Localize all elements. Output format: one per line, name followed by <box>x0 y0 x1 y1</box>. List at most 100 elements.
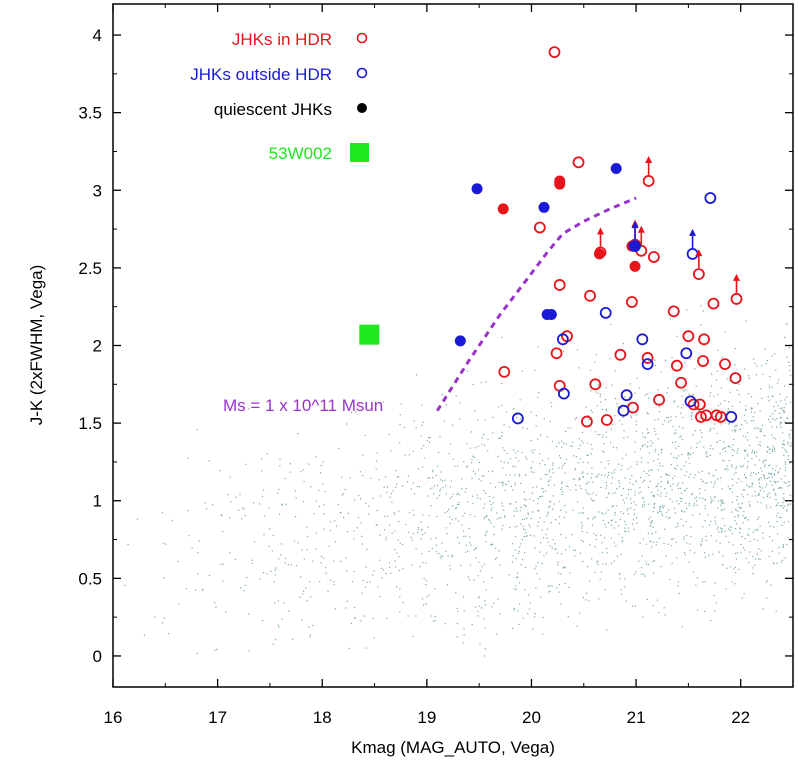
background-point <box>440 557 442 559</box>
background-point <box>756 553 758 555</box>
background-point <box>449 443 452 445</box>
background-point <box>690 494 692 496</box>
background-point <box>735 429 737 432</box>
background-point <box>406 481 409 483</box>
background-point <box>690 535 692 538</box>
background-point <box>469 514 471 516</box>
background-point <box>657 389 659 391</box>
x-tick-label: 20 <box>522 708 541 727</box>
background-point <box>503 509 505 511</box>
background-point <box>678 455 680 457</box>
background-point <box>579 478 581 480</box>
background-point <box>432 469 434 471</box>
background-point <box>483 517 485 520</box>
background-point <box>630 415 632 417</box>
background-point <box>679 487 681 489</box>
background-point <box>647 432 649 434</box>
background-point <box>769 497 771 499</box>
background-point <box>579 458 581 460</box>
background-point <box>253 502 255 504</box>
data-points <box>359 46 743 428</box>
open-point <box>682 330 695 343</box>
background-point <box>606 629 608 631</box>
background-point <box>650 445 652 447</box>
background-point <box>321 555 323 558</box>
background-point <box>728 401 730 403</box>
background-point <box>782 447 784 449</box>
background-point <box>548 591 550 593</box>
background-point <box>610 442 612 444</box>
background-point <box>589 580 591 582</box>
background-point <box>358 495 360 497</box>
background-point <box>778 516 780 518</box>
background-point <box>780 400 782 402</box>
background-point <box>760 429 762 431</box>
background-point <box>595 494 597 496</box>
background-point <box>463 535 465 537</box>
background-point <box>653 506 655 508</box>
background-point <box>751 486 753 488</box>
background-point <box>785 396 788 398</box>
background-point <box>277 600 279 602</box>
background-point <box>669 485 672 487</box>
background-point <box>663 607 665 609</box>
background-point <box>527 594 530 596</box>
background-point <box>741 493 743 496</box>
filled-point <box>554 178 566 190</box>
background-point <box>782 543 785 546</box>
background-point <box>730 527 732 529</box>
background-point <box>440 471 442 473</box>
background-point <box>520 564 522 566</box>
legend-label-quiescent: quiescent JHKs <box>214 100 332 119</box>
background-point <box>485 589 487 591</box>
background-point <box>735 508 737 510</box>
background-point <box>745 557 747 559</box>
background-point <box>402 544 404 546</box>
background-point <box>656 485 658 487</box>
open-point <box>498 365 511 378</box>
background-point <box>612 446 614 448</box>
background-point <box>502 484 504 486</box>
background-point <box>625 497 627 499</box>
background-point <box>520 507 522 509</box>
background-point <box>561 493 563 496</box>
background-point <box>717 507 719 509</box>
open-point <box>617 404 630 417</box>
background-point <box>764 435 766 437</box>
background-point <box>734 583 736 585</box>
background-point <box>525 505 527 507</box>
background-point <box>625 523 627 525</box>
y-tick-label: 1.5 <box>78 414 102 433</box>
background-point <box>413 533 415 535</box>
background-point <box>619 577 621 580</box>
background-point <box>490 509 492 511</box>
filled-point <box>628 240 640 252</box>
background-point <box>615 521 617 523</box>
background-point <box>773 447 775 449</box>
background-point <box>745 449 747 451</box>
lower-limit-arrows <box>597 155 741 293</box>
filled-point <box>497 203 509 215</box>
background-point <box>408 454 410 456</box>
background-point <box>524 529 526 531</box>
background-point <box>410 488 412 490</box>
background-point <box>735 424 737 426</box>
background-point <box>389 496 391 498</box>
background-point <box>528 608 530 610</box>
background-point <box>680 500 682 503</box>
background-point <box>724 399 726 402</box>
background-point <box>744 368 746 370</box>
background-point <box>572 478 574 480</box>
background-point <box>510 503 512 505</box>
open-point <box>680 347 693 360</box>
background-point <box>766 477 768 480</box>
background-point <box>398 510 400 512</box>
background-point <box>647 532 649 534</box>
background-point <box>590 443 592 446</box>
background-point <box>202 589 204 591</box>
background-point <box>312 624 314 627</box>
background-point <box>416 486 419 488</box>
background-point <box>513 607 515 609</box>
background-point <box>591 499 593 502</box>
background-point <box>333 584 335 586</box>
